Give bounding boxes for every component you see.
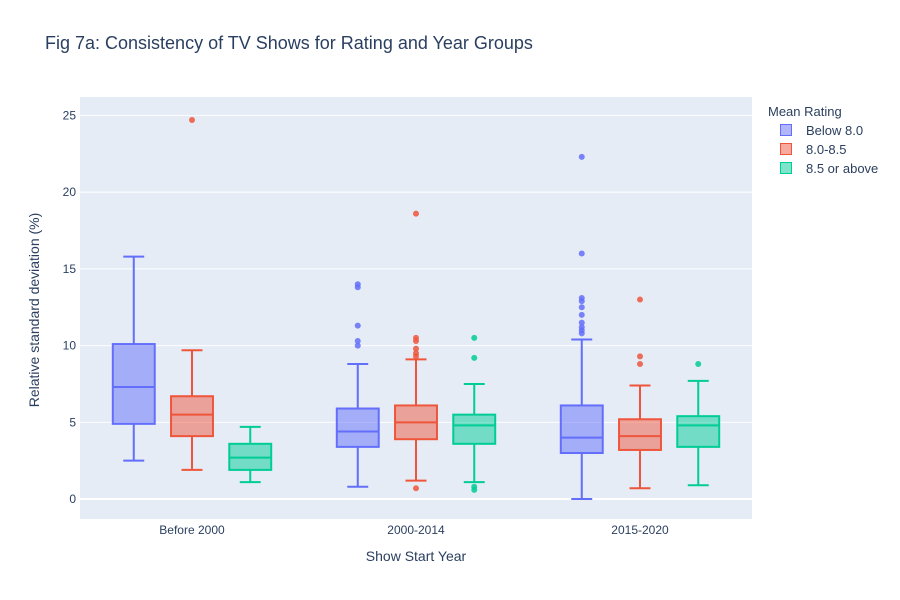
outlier-point <box>471 354 478 361</box>
outlier-point <box>578 250 585 257</box>
outlier-point <box>637 296 643 303</box>
y-axis-label: Relative standard deviation (%) <box>26 212 42 408</box>
legend-item[interactable]: 8.0-8.5 <box>780 140 846 158</box>
x-tick-label: 2015-2020 <box>611 523 669 537</box>
legend-item[interactable]: 8.5 or above <box>780 159 878 177</box>
legend-item[interactable]: Below 8.0 <box>780 121 863 139</box>
outlier-point <box>578 324 585 331</box>
outlier-point <box>354 281 361 288</box>
box <box>559 404 604 455</box>
outlier-point <box>413 210 419 217</box>
y-tick-label: 20 <box>63 185 77 199</box>
chart-title: Fig 7a: Consistency of TV Shows for Rati… <box>45 33 533 53</box>
outlier-point <box>413 334 419 341</box>
box <box>335 407 380 448</box>
y-tick-label: 0 <box>69 492 76 506</box>
y-tick-label: 10 <box>63 339 77 353</box>
x-tick-label: Before 2000 <box>159 523 225 537</box>
outlier-point <box>413 345 419 352</box>
x-axis-label: Show Start Year <box>365 548 467 564</box>
y-tick-label: 15 <box>63 262 77 276</box>
legend-label: 8.5 or above <box>806 160 879 176</box>
outlier-point <box>354 322 361 329</box>
outlier-point <box>578 311 585 318</box>
outlier-point <box>637 361 643 368</box>
legend-swatch <box>780 124 792 136</box>
outlier-point <box>578 153 585 160</box>
outlier-point <box>637 353 643 360</box>
x-tick-label: 2000-2014 <box>387 523 445 537</box>
outlier-point <box>471 334 478 341</box>
outlier-point <box>578 304 585 311</box>
outlier-point <box>578 319 585 326</box>
legend-label: 8.0-8.5 <box>806 141 847 157</box>
outlier-point <box>354 342 361 349</box>
box <box>618 418 662 451</box>
legend-swatch <box>780 143 792 155</box>
outlier-point <box>695 361 702 368</box>
legend-swatch <box>780 162 792 174</box>
outlier-point <box>578 295 585 302</box>
box <box>170 395 214 438</box>
outlier-point <box>471 483 478 490</box>
y-tick-label: 5 <box>69 415 76 429</box>
outlier-point <box>413 485 419 492</box>
outlier-point <box>189 117 195 124</box>
box <box>111 343 156 425</box>
outlier-point <box>354 337 361 344</box>
box <box>676 415 721 448</box>
legend-title: Mean Rating <box>768 104 842 119</box>
outlier-point <box>413 350 419 357</box>
legend-label: Below 8.0 <box>806 122 864 138</box>
box <box>452 413 497 445</box>
y-tick-label: 25 <box>63 108 77 122</box>
